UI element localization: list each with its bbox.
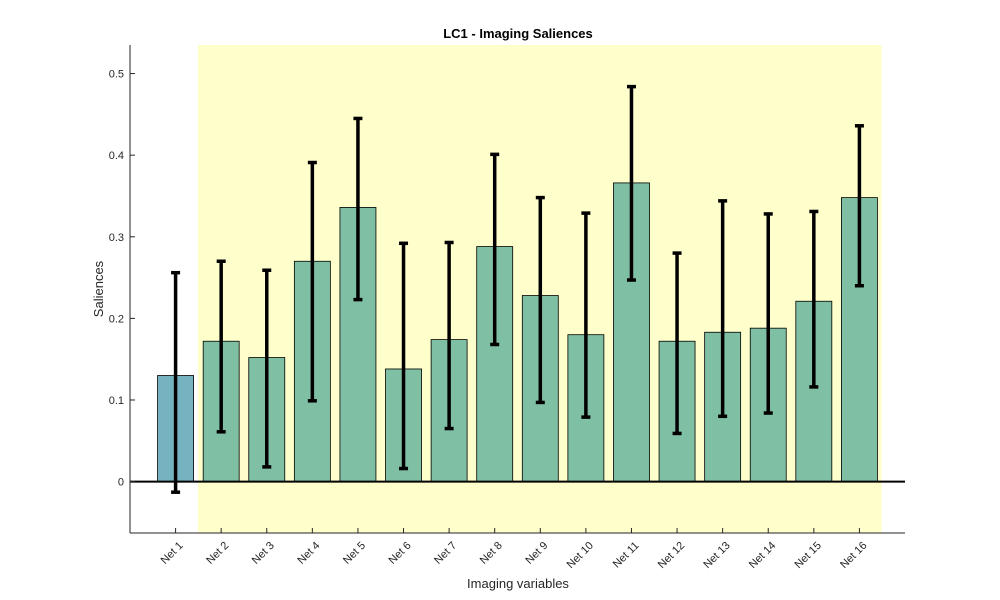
error-bars-layer: [171, 84, 864, 494]
x-tick-label: Net 9: [523, 540, 550, 567]
x-tick-label: Net 14: [747, 540, 778, 571]
y-tick-label: 0.3: [109, 232, 124, 244]
error-bar-net-5: [353, 116, 363, 302]
y-axis-label: Saliences: [91, 260, 106, 317]
x-tick-label: Net 3: [250, 540, 277, 567]
x-tick-label: Net 16: [838, 540, 869, 571]
error-bar-net-14: [763, 212, 773, 415]
y-tick-label: 0.1: [109, 395, 124, 407]
error-bar-net-1: [171, 270, 181, 494]
y-ticks-layer: 0 0.1 0.2 0.3 0.4 0.5: [109, 69, 135, 489]
error-bar-net-3: [262, 268, 272, 469]
error-bar-net-2: [216, 259, 226, 434]
error-bar-net-9: [535, 195, 545, 405]
error-bar-net-13: [718, 199, 728, 419]
x-tick-label: Net 2: [204, 540, 231, 567]
axes-layer: [129, 45, 905, 534]
x-tick-label: Net 12: [656, 540, 687, 571]
x-tick-label: Net 10: [565, 540, 596, 571]
x-tick-label: Net 13: [701, 540, 732, 571]
error-bar-net-11: [626, 84, 636, 282]
x-tick-label: Net 6: [387, 540, 414, 567]
x-ticks-layer: Net 1 Net 2 Net 3 Net 4 Net 5 Net 6 Net 7 Net 8…: [159, 528, 870, 571]
y-tick-label: 0.4: [109, 150, 124, 162]
x-tick-label: Net 7: [432, 540, 459, 567]
x-tick-label: Net 15: [793, 540, 824, 571]
error-bar-net-4: [307, 160, 317, 403]
y-tick-label: 0: [118, 477, 124, 489]
error-bar-net-15: [809, 209, 819, 389]
x-tick-label: Net 1: [159, 540, 186, 567]
error-bar-net-12: [672, 251, 682, 436]
error-bar-net-7: [444, 240, 454, 431]
error-bar-net-6: [399, 241, 409, 471]
x-tick-label: Net 11: [611, 540, 642, 571]
x-axis-label: Imaging variables: [467, 576, 569, 591]
error-bar-net-16: [854, 124, 864, 288]
y-tick-label: 0.2: [109, 313, 124, 325]
error-bar-net-8: [490, 152, 500, 347]
x-tick-label: Net 4: [295, 540, 322, 567]
error-bar-net-10: [581, 211, 591, 419]
x-tick-label: Net 8: [478, 540, 505, 567]
chart-title: LC1 - Imaging Saliences: [443, 26, 593, 41]
y-tick-label: 0.5: [109, 69, 124, 81]
x-tick-label: Net 5: [341, 540, 368, 567]
